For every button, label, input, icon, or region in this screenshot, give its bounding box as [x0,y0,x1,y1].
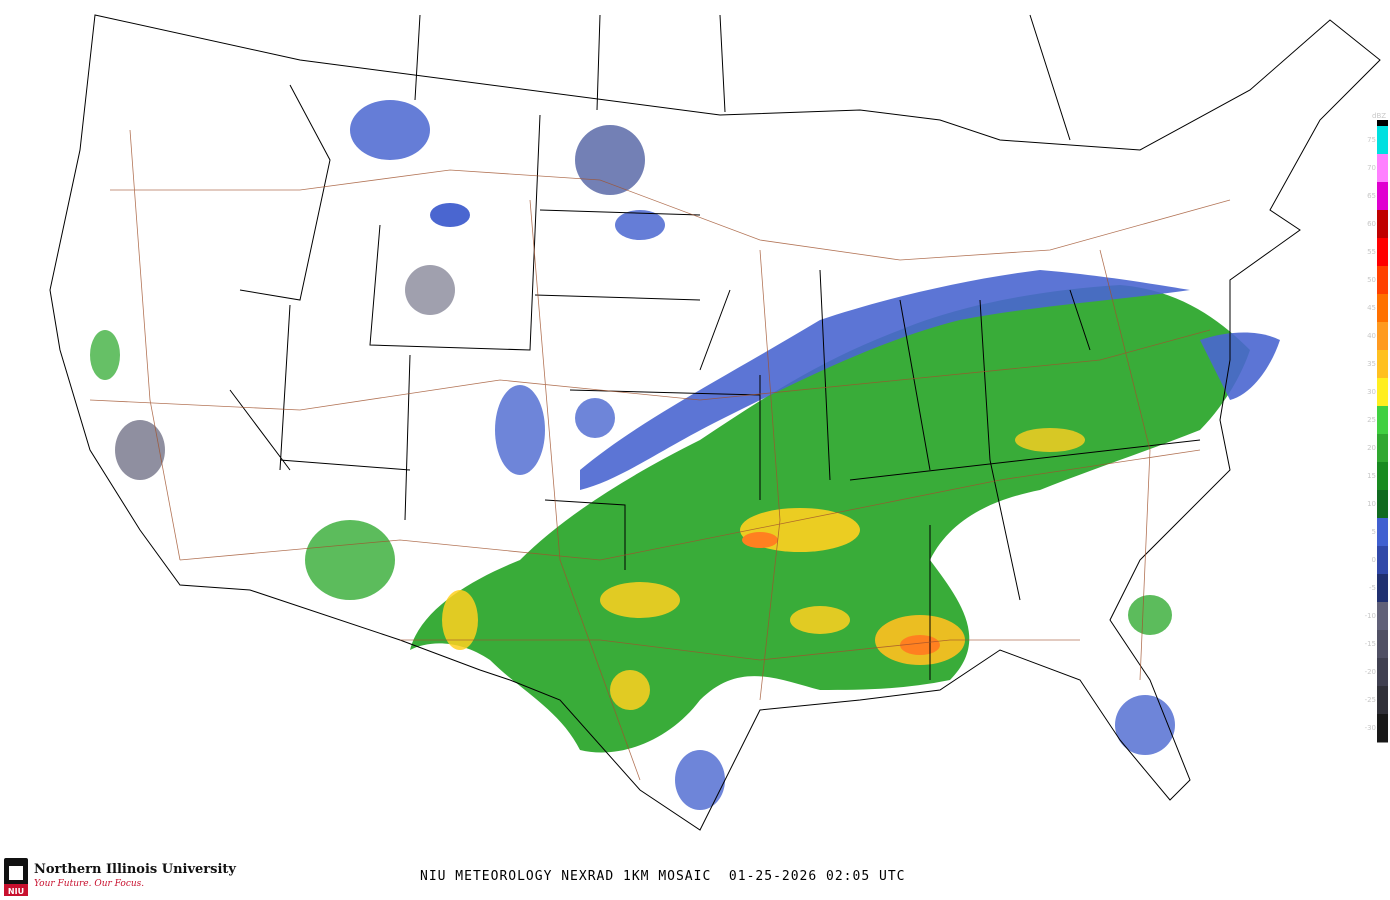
niu-logo: NIU Northern Illinois University Your Fu… [2,856,242,898]
colorbar-label: 25 [1367,416,1376,424]
echo [575,398,615,438]
colorbar-bin-10 [1377,490,1388,519]
colorbar-bin--10 [1377,602,1388,631]
echo [615,210,665,240]
colorbar-label: -20 [1364,668,1376,676]
colorbar-bin-50 [1377,266,1388,295]
svg-text:NIU: NIU [8,887,24,896]
state-boundaries [49,14,1381,831]
colorbar-label: 35 [1367,360,1376,368]
colorbar-label: 75 [1367,136,1376,144]
colorbar-label: 50 [1367,276,1376,284]
colorbar-label: -30 [1364,724,1376,732]
colorbar-label: 55 [1367,248,1376,256]
colorbar-label: -25 [1364,696,1376,704]
colorbar-bin-55 [1377,238,1388,267]
colorbar-bin-0 [1377,546,1388,575]
colorbar-label: -5 [1369,584,1376,592]
colorbar-bin-35 [1377,350,1388,379]
university-name: Northern Illinois University [34,862,236,877]
colorbar-bin-30 [1377,378,1388,407]
heavy-core [600,582,680,618]
colorbar-cap [1377,120,1388,126]
colorbar-bin--20 [1377,658,1388,687]
colorbar-bin-65 [1377,182,1388,211]
echo [90,330,120,380]
colorbar-label: 65 [1367,192,1376,200]
highway [110,169,1231,261]
heavy-core [742,532,778,548]
colorbar-bin--25 [1377,686,1388,715]
precip-area-blue-fringe [580,270,1190,490]
colorbar-label: 30 [1367,388,1376,396]
state-line [229,209,1201,680]
colorbar-bin-5 [1377,518,1388,547]
colorbar-bin-70 [1377,154,1388,183]
map-title: NIU METEOROLOGY NEXRAD 1KM MOSAIC 01-25-… [420,869,906,884]
heavy-core [1015,428,1085,452]
colorbar-label: 40 [1367,332,1376,340]
echo [675,750,725,810]
echo [305,520,395,600]
us-outline [49,14,1381,831]
colorbar-bin-60 [1377,210,1388,239]
university-tagline: Your Future. Our Focus. [34,879,145,889]
colorbar-bin-40 [1377,322,1388,351]
colorbar-unit: dBZ [1372,112,1387,120]
highway [89,329,1211,411]
echo [1128,595,1172,635]
echo [1115,695,1175,755]
colorbar-bin-25 [1377,406,1388,435]
colorbar-bin--5 [1377,574,1388,603]
heavy-cores [442,428,1085,710]
colorbar-label: 60 [1367,220,1376,228]
echo [405,265,455,315]
scattered-echoes [90,100,1175,810]
colorbar-label: 5 [1371,528,1376,536]
heavy-core [790,606,850,634]
highways [89,129,1231,781]
precip-area-blue-east [1200,332,1280,400]
colorbar-bin--30 [1377,714,1388,743]
colorbar-bin-15 [1377,462,1388,491]
heavy-core [442,590,478,650]
canada-border-lines [414,14,1071,141]
colorbar-label: -15 [1364,640,1376,648]
state-line [239,84,331,301]
highway [400,639,1080,661]
radar-echoes [90,100,1280,810]
colorbar-label: 70 [1367,164,1376,172]
colorbar-bin-75 [1377,126,1388,155]
echo [575,125,645,195]
echo [115,420,165,480]
echo [350,100,430,160]
colorbar-bin-45 [1377,294,1388,323]
colorbar-label: 0 [1371,556,1376,564]
colorbar-bin--15 [1377,630,1388,659]
colorbar-label: -10 [1364,612,1376,620]
state-line [369,114,541,351]
colorbar-label: 10 [1367,500,1376,508]
dbz-colorbar [1377,120,1388,743]
colorbar-label: 20 [1367,444,1376,452]
colorbar-label: 15 [1367,472,1376,480]
highway [129,129,1151,781]
highway [179,449,1201,561]
colorbar-bin-20 [1377,434,1388,463]
niu-seal-icon: NIU [4,858,28,896]
heavy-core [610,670,650,710]
echo [495,385,545,475]
colorbar-label: 45 [1367,304,1376,312]
echo [430,203,470,227]
